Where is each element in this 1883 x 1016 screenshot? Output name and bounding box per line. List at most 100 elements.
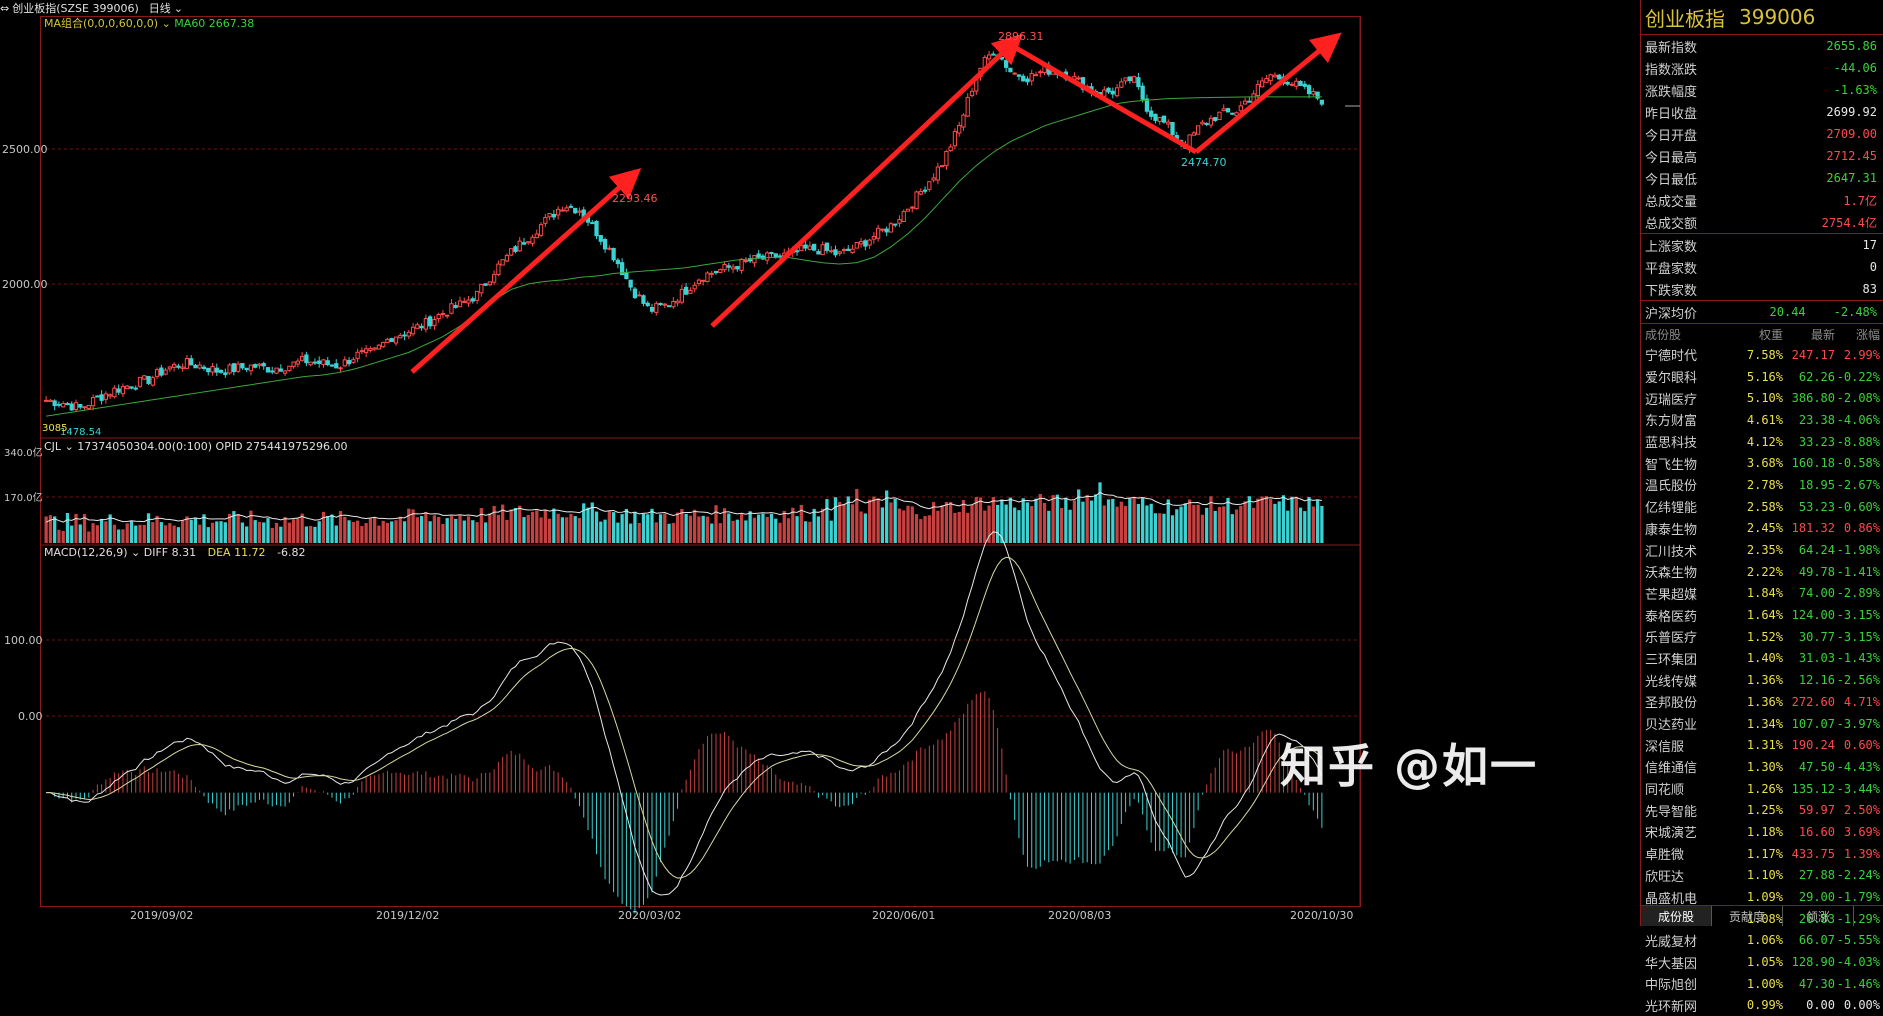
candle <box>1132 76 1137 83</box>
tab-contribution[interactable]: 贡献度 <box>1712 906 1783 926</box>
stock-row[interactable]: 宁德时代 7.58% 247.17 2.99% <box>1641 344 1883 366</box>
candle <box>1161 115 1167 123</box>
volume-bar <box>701 515 705 543</box>
cjl-values: 17374050304.00(0:100) OPID 275441975296.… <box>77 440 347 453</box>
stock-row[interactable]: 温氏股份 2.78% 18.95 -2.67% <box>1641 474 1883 496</box>
candle <box>201 366 207 369</box>
candle <box>120 386 126 395</box>
stock-row[interactable]: 光环新网 0.99% 0.00 0.00% <box>1641 995 1883 1016</box>
stock-row[interactable]: 汇川技术 2.35% 64.24 -1.98% <box>1641 539 1883 561</box>
stock-price: 16.60 <box>1798 824 1835 839</box>
candle <box>317 360 322 364</box>
volume-legend[interactable]: CJL ⌄ 17374050304.00(0:100) OPID 2754419… <box>44 440 348 453</box>
stock-row[interactable]: 中际旭创 1.00% 47.30 -1.46% <box>1641 973 1883 995</box>
stock-row[interactable]: 乐普医疗 1.52% 30.77 -3.15% <box>1641 626 1883 648</box>
macd-legend[interactable]: MACD(12,26,9) ⌄ DIFF 8.31 DEA 11.72 -6.8… <box>44 546 306 559</box>
tab-constituents[interactable]: 成份股 <box>1641 906 1712 926</box>
volume-bar <box>1213 510 1217 543</box>
volume-bar <box>129 520 134 543</box>
candle <box>713 270 719 274</box>
col-name[interactable]: 成份股 <box>1645 327 1682 342</box>
ma-legend[interactable]: MA组合(0,0,0,60,0,0) ⌄ MA60 2667.38 <box>44 16 254 30</box>
period-selector[interactable]: 日线 ⌄ <box>149 0 183 16</box>
volume-bar <box>198 524 202 543</box>
index-selector[interactable]: ⇔ 创业板指(SZSE 399006) <box>0 0 139 16</box>
candle <box>312 361 318 364</box>
volume-bar <box>1119 501 1123 543</box>
stock-row[interactable]: 光线传媒 1.36% 12.16 -2.56% <box>1641 669 1883 691</box>
col-price[interactable]: 最新 <box>1810 327 1835 342</box>
candle <box>253 364 258 368</box>
quote-label: 今日开盘 <box>1645 128 1698 144</box>
trend-arrow-2 <box>710 33 1023 328</box>
volume-bar <box>539 517 543 543</box>
candle <box>730 266 736 270</box>
stock-row[interactable]: 沃森生物 2.22% 49.78 -1.41% <box>1641 561 1883 583</box>
volume-bar <box>1021 498 1025 543</box>
stock-row[interactable]: 深信服 1.31% 190.24 0.60% <box>1641 734 1883 756</box>
volume-bar <box>1123 505 1128 543</box>
volume-bar <box>914 514 919 543</box>
stock-row[interactable]: 智飞生物 3.68% 160.18 -0.58% <box>1641 452 1883 474</box>
volume-bar <box>722 508 727 543</box>
breadth-value: 83 <box>1862 282 1877 296</box>
stock-price: 433.75 <box>1791 846 1835 861</box>
stock-row[interactable]: 蓝思科技 4.12% 33.23 -8.88% <box>1641 431 1883 453</box>
stock-price: 66.07 <box>1798 933 1835 948</box>
candle <box>129 386 134 389</box>
stock-row[interactable]: 晶盛机电 1.09% 29.00 -1.79% <box>1641 886 1883 908</box>
col-change[interactable]: 涨幅 <box>1855 327 1880 342</box>
candle <box>922 189 928 192</box>
col-weight[interactable]: 权重 <box>1758 327 1783 342</box>
stock-row[interactable]: 欣旺达 1.10% 27.88 -2.24% <box>1641 865 1883 887</box>
chart-area[interactable]: 2500.00 2000.00 340.0亿 170.0亿 100.00 0.0… <box>0 0 1640 926</box>
volume-bar <box>765 516 769 543</box>
volume-bar <box>338 511 343 543</box>
candle <box>969 90 975 97</box>
candle <box>189 358 194 366</box>
stock-row[interactable]: 迈瑞医疗 5.10% 386.80 -2.08% <box>1641 387 1883 409</box>
link-icon: ⇔ <box>0 1 10 15</box>
candle <box>154 369 160 377</box>
stock-row[interactable]: 卓胜微 1.17% 433.75 1.39% <box>1641 843 1883 865</box>
stock-price: 26.83 <box>1798 911 1835 926</box>
volume-bar <box>364 523 368 543</box>
stock-row[interactable]: 东方财富 4.61% 23.38 -4.06% <box>1641 409 1883 431</box>
stock-row[interactable]: 康泰生物 2.45% 181.32 0.86% <box>1641 518 1883 540</box>
stock-change: 3.69% <box>1843 824 1880 839</box>
x-label: 2020/06/01 <box>872 909 936 922</box>
stock-row[interactable]: 宋城演艺 1.18% 16.60 3.69% <box>1641 821 1883 843</box>
stock-change: -2.24% <box>1836 868 1880 883</box>
stock-row[interactable]: 圣邦股份 1.36% 272.60 4.71% <box>1641 691 1883 713</box>
stock-row[interactable]: 芒果超媒 1.84% 74.00 -2.89% <box>1641 583 1883 605</box>
candle <box>61 402 66 408</box>
stock-row[interactable]: 贝达药业 1.34% 107.07 -3.97% <box>1641 713 1883 735</box>
stock-row[interactable]: 信维通信 1.30% 47.50 -4.43% <box>1641 756 1883 778</box>
candle <box>526 241 531 244</box>
stock-change: 0.00% <box>1843 998 1880 1013</box>
candle <box>718 269 723 274</box>
stock-row[interactable]: 泰格医药 1.64% 124.00 -3.15% <box>1641 604 1883 626</box>
volume-bar <box>483 522 488 543</box>
candle <box>1242 100 1248 105</box>
volume-bar <box>919 519 923 543</box>
candle <box>568 205 574 208</box>
stock-row[interactable]: 先导智能 1.25% 59.97 2.50% <box>1641 799 1883 821</box>
stock-row[interactable]: 爱尔眼科 5.16% 62.26 -0.22% <box>1641 366 1883 388</box>
dea-label: DEA 11.72 <box>208 546 266 559</box>
stock-row[interactable]: 华大基因 1.05% 128.90 -4.03% <box>1641 951 1883 973</box>
candle <box>1153 113 1158 121</box>
volume-bar <box>791 507 795 543</box>
stock-row[interactable]: 三环集团 1.40% 31.03 -1.43% <box>1641 648 1883 670</box>
candle <box>935 166 941 181</box>
stock-row[interactable]: 亿纬锂能 2.58% 53.23 -0.60% <box>1641 496 1883 518</box>
stock-name: 温氏股份 <box>1645 479 1698 495</box>
volume-bar <box>1051 495 1055 543</box>
tab-leaders[interactable]: 领涨 <box>1783 906 1854 926</box>
y-label-2500: 2500.00 <box>2 143 48 156</box>
volume-bar <box>761 513 765 543</box>
stock-row[interactable]: 光威复材 1.06% 66.07 -5.55% <box>1641 930 1883 952</box>
candle <box>440 312 446 315</box>
stock-row[interactable]: 同花顺 1.26% 135.12 -3.44% <box>1641 778 1883 800</box>
candle <box>666 305 672 308</box>
